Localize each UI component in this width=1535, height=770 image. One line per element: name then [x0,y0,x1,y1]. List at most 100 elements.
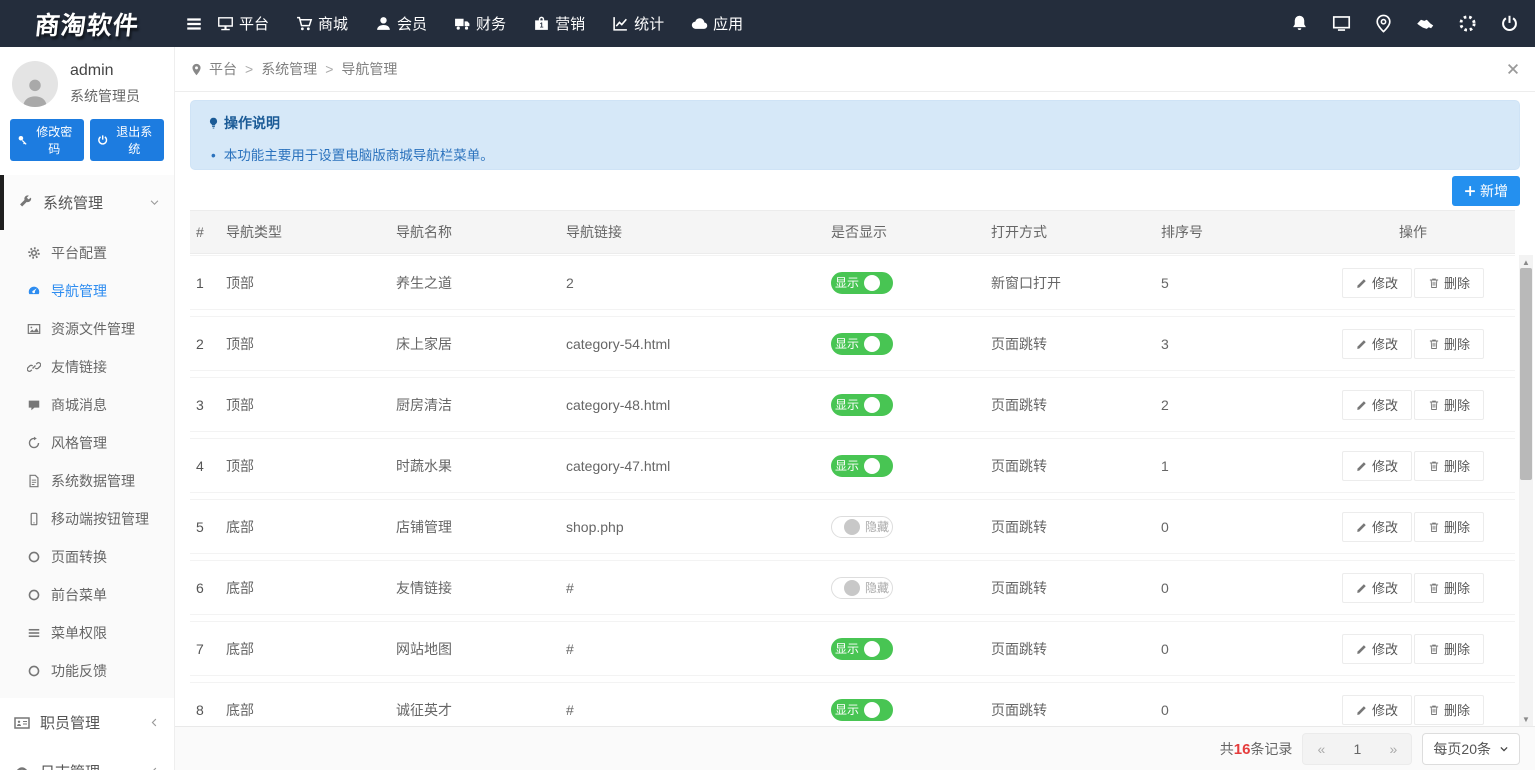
close-tab-icon[interactable] [1506,62,1520,76]
bell-icon[interactable] [1290,14,1309,33]
edit-button[interactable]: 修改 [1341,572,1412,603]
delete-button[interactable]: 删除 [1414,389,1485,420]
trash-icon [1429,461,1439,471]
sidebar-item-friendly-links[interactable]: 友情链接 [0,348,174,386]
nav-item-statistics[interactable]: 统计 [612,13,664,34]
chart-icon [613,17,628,31]
sidebar-item-resource-files[interactable]: 资源文件管理 [0,310,174,348]
scrollbar-thumb[interactable] [1520,268,1532,480]
table-row: 1 顶部 养生之道 2 显示 新窗口打开 5 修改 删除 [190,255,1515,310]
pagination: « 1 » [1302,732,1413,765]
nav-item-member[interactable]: 会员 [375,13,427,34]
table-row: 8 底部 诚征英才 # 显示 页面跳转 0 修改 删除 [190,682,1515,726]
change-password-button[interactable]: 修改密码 [10,119,84,161]
edit-button[interactable]: 修改 [1341,511,1412,542]
edit-button[interactable]: 修改 [1341,450,1412,481]
sidebar-item-mobile-buttons[interactable]: 移动端按钮管理 [0,500,174,538]
top-navbar: 商淘软件 平台 商城 会员 财务 1 营销 统计 应用 [0,0,1535,47]
table-scrollbar[interactable]: ▲ ▼ [1519,255,1533,726]
navigation-table: # 导航类型 导航名称 导航链接 是否显示 打开方式 排序号 操作 1 顶部 养… [190,210,1515,726]
operation-instructions-alert: 操作说明 • 本功能主要用于设置电脑版商城导航栏菜单。 [190,100,1520,170]
visibility-toggle[interactable]: 显示 [831,393,893,416]
monitor-icon[interactable] [1332,14,1351,33]
edit-button[interactable]: 修改 [1341,389,1412,420]
sidebar-item-system-data[interactable]: 系统数据管理 [0,462,174,500]
pencil-icon [1357,705,1366,715]
scroll-up-arrow[interactable]: ▲ [1522,257,1530,267]
delete-button[interactable]: 删除 [1414,328,1485,359]
pencil-icon [1357,522,1366,532]
table-row: 3 顶部 厨房清洁 category-48.html 显示 页面跳转 2 修改 … [190,377,1515,432]
breadcrumb: 平台 > 系统管理 > 导航管理 [175,47,1535,92]
circle-icon [28,589,40,601]
link-icon [27,362,41,372]
prev-page-button[interactable]: « [1317,740,1326,757]
page-size-select[interactable]: 每页20条 [1422,732,1520,765]
edit-button[interactable]: 修改 [1341,694,1412,725]
circle-icon [28,551,40,563]
nav-item-mall[interactable]: 商城 [296,13,348,34]
delete-button[interactable]: 删除 [1414,633,1485,664]
handshake-icon[interactable] [1416,14,1435,33]
sidebar-item-staff-management[interactable]: 职员管理 [0,698,174,747]
add-button[interactable]: 新增 [1452,176,1520,206]
visibility-toggle[interactable]: 隐藏 [831,576,893,599]
table-header: # 导航类型 导航名称 导航链接 是否显示 打开方式 排序号 操作 [190,210,1515,254]
breadcrumb-platform[interactable]: 平台 [209,61,237,77]
power-off-icon [98,135,108,145]
visibility-toggle[interactable]: 显示 [831,454,893,477]
nav-item-marketing[interactable]: 1 营销 [533,13,585,34]
sidebar-item-navigation-management[interactable]: 导航管理 [0,272,174,310]
visibility-toggle[interactable]: 显示 [831,698,893,721]
alert-title: 操作说明 [224,115,280,131]
scroll-down-arrow[interactable]: ▼ [1522,714,1530,724]
trash-icon [1429,278,1439,288]
hamburger-menu-icon[interactable] [185,15,203,33]
map-marker-icon [192,63,201,75]
sidebar-item-style-management[interactable]: 风格管理 [0,424,174,462]
trash-icon [1429,522,1439,532]
logout-button[interactable]: 退出系统 [90,119,164,161]
delete-button[interactable]: 删除 [1414,511,1485,542]
breadcrumb-system-management[interactable]: 系统管理 [261,61,318,77]
current-page[interactable]: 1 [1353,740,1362,757]
pencil-icon [1357,339,1366,349]
file-icon [29,474,39,488]
breadcrumb-navigation-management[interactable]: 导航管理 [341,61,398,77]
visibility-toggle[interactable]: 隐藏 [831,515,893,538]
spinner-icon[interactable] [1458,14,1477,33]
trash-icon [1429,400,1439,410]
sidebar-item-log-management[interactable]: 日志管理 [0,747,174,770]
delete-button[interactable]: 删除 [1414,267,1485,298]
circle-icon [28,665,40,677]
sidebar-item-frontend-menu[interactable]: 前台菜单 [0,576,174,614]
edit-button[interactable]: 修改 [1341,267,1412,298]
sidebar-item-system-management[interactable]: 系统管理 [0,175,174,230]
record-count: 共16条记录 [1219,740,1293,758]
table-footer: 共16条记录 « 1 » 每页20条 [175,726,1535,770]
visibility-toggle[interactable]: 显示 [831,271,893,294]
delete-button[interactable]: 删除 [1414,572,1485,603]
nav-item-platform[interactable]: 平台 [217,13,269,34]
power-icon[interactable] [1500,14,1519,33]
comment-icon [28,400,40,411]
plus-icon [1465,186,1475,196]
delete-button[interactable]: 删除 [1414,450,1485,481]
location-icon[interactable] [1374,14,1393,33]
delete-button[interactable]: 删除 [1414,694,1485,725]
chevron-down-icon [1500,746,1508,751]
visibility-toggle[interactable]: 显示 [831,332,893,355]
edit-button[interactable]: 修改 [1341,633,1412,664]
sidebar-item-mall-messages[interactable]: 商城消息 [0,386,174,424]
sidebar-item-page-conversion[interactable]: 页面转换 [0,538,174,576]
visibility-toggle[interactable]: 显示 [831,637,893,660]
nav-item-apps[interactable]: 应用 [691,13,743,34]
sidebar-item-platform-config[interactable]: 平台配置 [0,234,174,272]
sidebar-item-menu-permissions[interactable]: 菜单权限 [0,614,174,652]
edit-button[interactable]: 修改 [1341,328,1412,359]
dashboard-icon [28,286,40,295]
trash-icon [1429,339,1439,349]
sidebar-item-feature-feedback[interactable]: 功能反馈 [0,652,174,690]
nav-item-finance[interactable]: 财务 [454,13,506,34]
next-page-button[interactable]: » [1389,740,1398,757]
